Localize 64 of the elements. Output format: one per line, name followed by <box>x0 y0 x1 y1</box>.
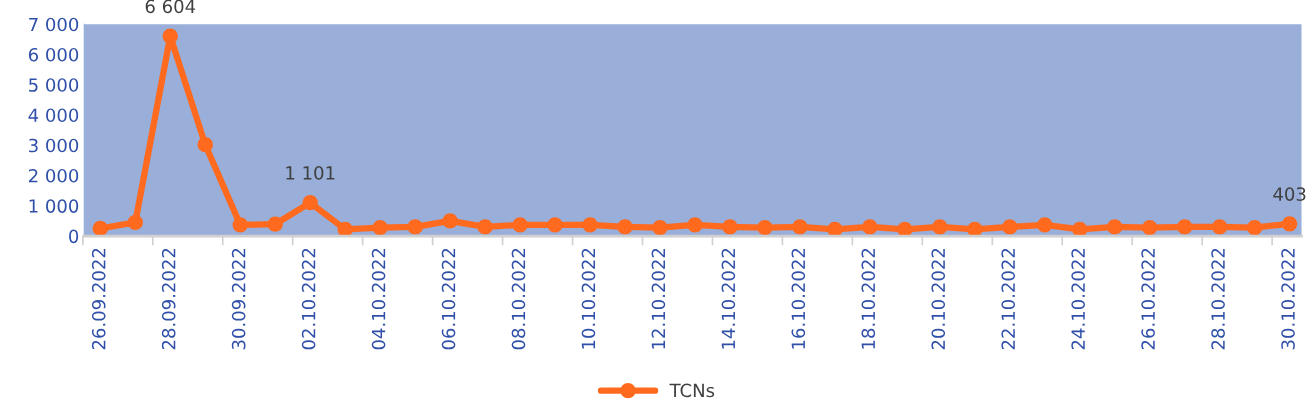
y-tick-label: 4 000 <box>28 108 79 123</box>
y-tick-label: 7 000 <box>29 17 79 32</box>
x-tick-label: 22.10.2022 <box>1001 248 1016 350</box>
point <box>127 214 143 231</box>
x-tick-label: 16.10.2022 <box>791 248 806 349</box>
point <box>92 220 108 237</box>
point <box>757 219 773 236</box>
x-tick-label: 18.10.2022 <box>861 248 876 349</box>
y-tick-label: 2 000 <box>29 168 79 183</box>
x-tick-label: 02.10.2022 <box>301 248 316 350</box>
point <box>442 213 458 229</box>
point <box>1247 219 1263 236</box>
x-tick-label: 14.10.2022 <box>721 248 736 349</box>
point <box>1212 219 1228 235</box>
point <box>1177 219 1193 235</box>
point <box>617 219 633 235</box>
point <box>512 217 528 233</box>
y-tick-label: 6 000 <box>28 47 79 62</box>
point <box>897 221 913 237</box>
legend-label: TCNs <box>669 383 715 398</box>
point <box>547 217 563 233</box>
x-tick-label: 20.10.2022 <box>931 248 946 350</box>
point <box>582 217 598 233</box>
point <box>1281 216 1298 232</box>
y-tick-label: 1 000 <box>29 199 79 213</box>
point <box>407 219 423 235</box>
point <box>337 221 353 237</box>
point <box>477 219 493 235</box>
x-tick-label: 12.10.2022 <box>651 248 666 349</box>
data-label: 1 101 <box>286 166 335 180</box>
point <box>687 217 703 233</box>
y-tick-label: 5 000 <box>29 78 79 92</box>
y-tick-label: 0 <box>69 229 79 244</box>
point <box>932 219 948 235</box>
point <box>1037 217 1053 233</box>
x-tick-label: 26.09.2022 <box>91 248 106 350</box>
point <box>652 219 668 236</box>
point <box>302 195 318 211</box>
point <box>827 221 843 237</box>
point <box>1002 219 1018 235</box>
y-tick-label: 3 000 <box>29 138 79 153</box>
point <box>1142 219 1158 236</box>
point <box>267 216 283 232</box>
point <box>862 219 878 235</box>
x-tick-label: 28.09.2022 <box>161 248 176 350</box>
point <box>792 219 808 235</box>
x-tick-label: 28.10.2022 <box>1211 248 1225 350</box>
x-tick-label: 08.10.2022 <box>511 248 526 350</box>
data-label: 6 604 <box>145 0 196 14</box>
point <box>232 217 248 233</box>
x-tick-label: 24.10.2022 <box>1071 248 1085 350</box>
x-tick-label: 06.10.2022 <box>441 248 456 350</box>
point <box>1107 219 1123 235</box>
point <box>967 221 983 237</box>
x-tick-label: 10.10.2022 <box>581 248 596 349</box>
point <box>722 219 738 235</box>
point <box>162 28 178 44</box>
x-tick-label: 26.10.2022 <box>1141 248 1155 350</box>
x-tick-label: 30.09.2022 <box>231 248 246 350</box>
point <box>197 136 213 153</box>
point <box>372 219 388 236</box>
x-tick-label: 04.10.2022 <box>371 248 386 350</box>
point <box>1072 221 1088 237</box>
x-tick-label: 30.10.2022 <box>1281 248 1295 350</box>
